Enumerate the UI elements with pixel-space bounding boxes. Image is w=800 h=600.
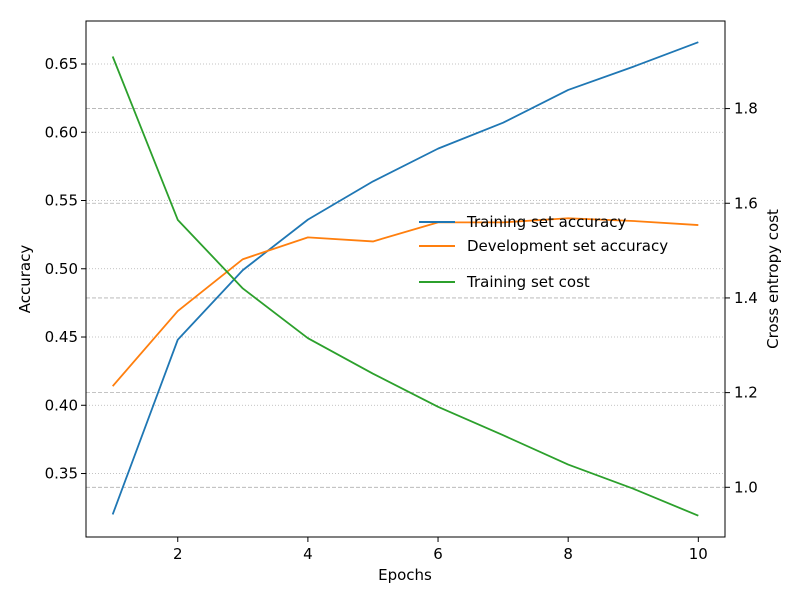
left-grid	[86, 63, 725, 474]
left-axis-label: Accuracy	[16, 245, 34, 314]
left-axis-ticks: 0.35 0.40 0.45 0.50 0.55 0.60 0.65	[45, 55, 86, 483]
x-axis-ticks: 2 4 6 8 10	[173, 537, 708, 563]
x-tick-label: 2	[173, 545, 183, 563]
right-tick-label: 1.2	[734, 384, 758, 402]
series-line-0	[111, 41, 699, 515]
right-axis-label: Cross entropy cost	[764, 209, 782, 349]
right-tick-label: 1.6	[734, 194, 758, 212]
left-tick-label: 0.65	[45, 55, 78, 73]
left-tick-label: 0.55	[45, 192, 78, 210]
legend-label: Development set accuracy	[467, 237, 668, 255]
left-tick-label: 0.60	[45, 123, 78, 141]
x-tick-label: 6	[433, 545, 443, 563]
left-tick-label: 0.35	[45, 465, 78, 483]
legend-label: Training set cost	[466, 273, 590, 291]
plot-frame	[85, 20, 726, 538]
x-tick-label: 4	[303, 545, 313, 563]
right-tick-label: 1.0	[734, 478, 758, 496]
legend-label: Training set accuracy	[466, 213, 626, 231]
x-tick-label: 10	[689, 545, 708, 563]
series-lines	[111, 41, 699, 517]
left-tick-label: 0.45	[45, 328, 78, 346]
x-axis-label: Epochs	[378, 566, 432, 584]
legend: Training set accuracy Development set acc…	[419, 213, 668, 291]
right-grid	[86, 108, 725, 488]
left-tick-label: 0.40	[45, 396, 78, 414]
right-tick-label: 1.8	[734, 100, 758, 118]
series-line-2	[111, 56, 699, 517]
left-tick-label: 0.50	[45, 260, 78, 278]
series-line-1	[111, 217, 699, 387]
x-tick-label: 8	[563, 545, 573, 563]
right-tick-label: 1.4	[734, 289, 758, 307]
right-axis-ticks: 1.0 1.2 1.4 1.6 1.8	[725, 100, 758, 496]
